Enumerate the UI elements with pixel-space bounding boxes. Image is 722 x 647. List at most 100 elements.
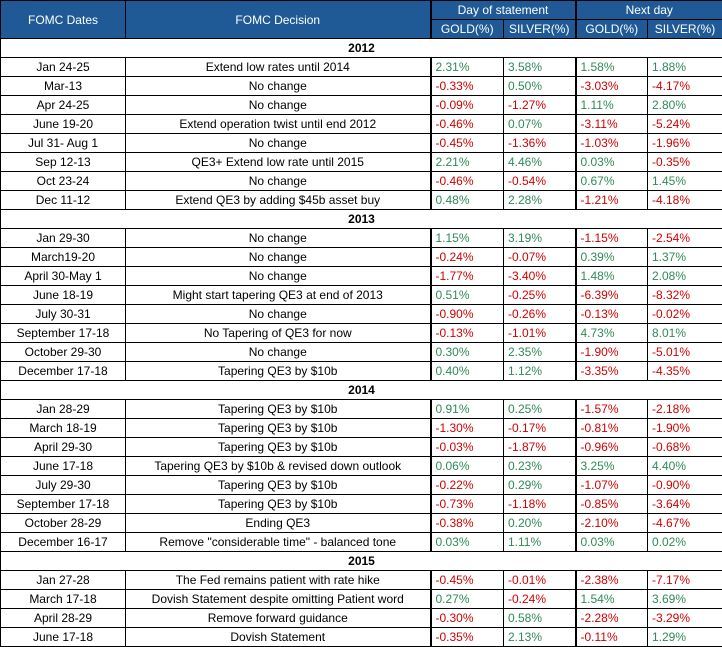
header-group: Next day — [574, 0, 722, 20]
data-row: October 28-29 Ending QE3 -0.38% 0.20% -2.10%… — [0, 513, 722, 533]
data-row: April 28-29 Remove forward guidance -0.30%… — [0, 608, 722, 628]
decision-cell: The Fed remains patient with rate hike — [125, 570, 431, 590]
year-row: 2012 — [0, 38, 722, 58]
value-cell: -1.21% — [574, 190, 648, 210]
value-cell: -0.46% — [429, 114, 504, 134]
decision-cell: Tapering QE3 by $10b — [125, 418, 431, 438]
data-row: March 18-19 Tapering QE3 by $10b -1.30% -0.… — [0, 418, 722, 438]
decision-cell: No change — [125, 133, 431, 153]
header-cell: SILVER(%) — [646, 19, 722, 39]
date-cell: December 16-17 — [0, 532, 126, 552]
value-cell: 0.02% — [646, 532, 722, 552]
value-cell: 2.35% — [503, 342, 576, 362]
value-cell: 1.58% — [574, 57, 648, 77]
decision-cell: Tapering QE3 by $10b — [125, 399, 431, 419]
value-cell: -0.46% — [429, 171, 504, 191]
value-cell: -0.13% — [574, 304, 648, 324]
decision-cell: Extend QE3 by adding $45b asset buy — [125, 190, 431, 210]
date-cell: April 28-29 — [0, 608, 126, 628]
value-cell: -0.24% — [503, 589, 576, 609]
value-cell: -0.01% — [503, 570, 576, 590]
value-cell: -2.18% — [646, 399, 722, 419]
value-cell: -1.30% — [429, 418, 504, 438]
header-cell: SILVER(%) — [503, 19, 576, 39]
date-cell: Oct 23-24 — [0, 171, 126, 191]
decision-cell: Tapering QE3 by $10b — [125, 361, 431, 381]
date-cell: October 29-30 — [0, 342, 126, 362]
data-row: June 17-18 Tapering QE3 by $10b & revised… — [0, 456, 722, 476]
date-cell: March 18-19 — [0, 418, 126, 438]
value-cell: 1.15% — [429, 228, 504, 248]
decision-cell: Dovish Statement despite omitting Patien… — [125, 589, 431, 609]
value-cell: -0.96% — [574, 437, 648, 457]
value-cell: -0.02% — [646, 304, 722, 324]
data-row: March19-20 No change -0.24% -0.07% 0.39% 1.37… — [0, 247, 722, 267]
date-cell: June 18-19 — [0, 285, 126, 305]
year-row: 2013 — [0, 209, 722, 229]
value-cell: 0.25% — [503, 399, 576, 419]
value-cell: 2.13% — [503, 627, 576, 647]
table-body: 2012 Jan 24-25 Extend low rates until 2014… — [0, 38, 722, 647]
value-cell: -1.18% — [503, 494, 576, 514]
data-row: April 30-May 1 No change -1.77% -3.40% 1.48%… — [0, 266, 722, 286]
value-cell: -4.17% — [646, 76, 722, 96]
decision-cell: No change — [125, 266, 431, 286]
year-cell: 2012 — [0, 38, 722, 58]
data-row: Jan 27-28 The Fed remains patient with ra… — [0, 570, 722, 590]
value-cell: 0.30% — [429, 342, 504, 362]
value-cell: -0.45% — [429, 133, 504, 153]
value-cell: -1.77% — [429, 266, 504, 286]
decision-cell: No change — [125, 76, 431, 96]
decision-cell: No change — [125, 342, 431, 362]
value-cell: 0.06% — [429, 456, 504, 476]
value-cell: 2.21% — [429, 152, 504, 172]
decision-cell: Extend low rates until 2014 — [125, 57, 431, 77]
value-cell: 1.29% — [646, 627, 722, 647]
data-row: October 29-30 No change 0.30% 2.35% -1.90% -5… — [0, 342, 722, 362]
value-cell: 3.58% — [503, 57, 576, 77]
value-cell: -3.64% — [646, 494, 722, 514]
value-cell: -0.68% — [646, 437, 722, 457]
value-cell: 4.73% — [574, 323, 648, 343]
value-cell: -0.54% — [503, 171, 576, 191]
value-cell: -0.25% — [503, 285, 576, 305]
decision-cell: Remove forward guidance — [125, 608, 431, 628]
value-cell: 0.03% — [574, 532, 648, 552]
date-cell: December 17-18 — [0, 361, 126, 381]
data-row: Oct 23-24 No change -0.46% -0.54% 0.67% 1.45% — [0, 171, 722, 191]
date-cell: Dec 11-12 — [0, 190, 126, 210]
header-cell: FOMC Decision — [125, 0, 431, 39]
value-cell: -1.36% — [503, 133, 576, 153]
data-row: July 29-30 Tapering QE3 by $10b -0.22% 0.29… — [0, 475, 722, 495]
value-cell: -0.22% — [429, 475, 504, 495]
value-cell: -6.39% — [574, 285, 648, 305]
date-cell: June 17-18 — [0, 456, 126, 476]
value-cell: -0.35% — [646, 152, 722, 172]
year-cell: 2013 — [0, 209, 722, 229]
value-cell: -0.24% — [429, 247, 504, 267]
value-cell: 3.69% — [646, 589, 722, 609]
date-cell: Jul 31- Aug 1 — [0, 133, 126, 153]
date-cell: Jan 28-29 — [0, 399, 126, 419]
decision-cell: Might start tapering QE3 at end of 2013 — [125, 285, 431, 305]
decision-cell: No change — [125, 171, 431, 191]
decision-cell: Extend operation twist until end 2012 — [125, 114, 431, 134]
value-cell: 0.39% — [574, 247, 648, 267]
value-cell: -2.38% — [574, 570, 648, 590]
decision-cell: No Tapering of QE3 for now — [125, 323, 431, 343]
value-cell: -1.87% — [503, 437, 576, 457]
year-cell: 2015 — [0, 551, 722, 571]
date-cell: July 30-31 — [0, 304, 126, 324]
data-row: September 17-18 Tapering QE3 by $10b -0.73… — [0, 494, 722, 514]
year-row: 2015 — [0, 551, 722, 571]
data-row: Sep 12-13 QE3+ Extend low rate until 2015… — [0, 152, 722, 172]
date-cell: March19-20 — [0, 247, 126, 267]
date-cell: March 17-18 — [0, 589, 126, 609]
decision-cell: Tapering QE3 by $10b — [125, 494, 431, 514]
data-row: June 19-20 Extend operation twist until e… — [0, 114, 722, 134]
decision-cell: Dovish Statement — [125, 627, 431, 647]
value-cell: -5.01% — [646, 342, 722, 362]
value-cell: -3.11% — [574, 114, 648, 134]
decision-cell: No change — [125, 304, 431, 324]
